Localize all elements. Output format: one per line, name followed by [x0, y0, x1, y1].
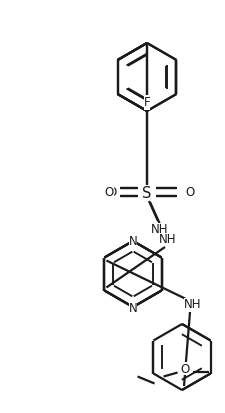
Text: F: F	[144, 95, 150, 108]
Text: NH: NH	[151, 223, 169, 236]
Text: F: F	[144, 97, 150, 110]
Text: NH: NH	[159, 233, 177, 246]
Text: O: O	[104, 186, 114, 199]
Text: O: O	[107, 186, 117, 199]
Text: NH: NH	[184, 298, 202, 311]
Text: S: S	[142, 185, 152, 200]
Text: N: N	[129, 301, 137, 314]
Text: O: O	[180, 362, 189, 375]
Text: S: S	[142, 185, 152, 200]
Text: O: O	[184, 186, 194, 199]
Text: N: N	[129, 235, 137, 248]
Text: O: O	[185, 186, 195, 199]
